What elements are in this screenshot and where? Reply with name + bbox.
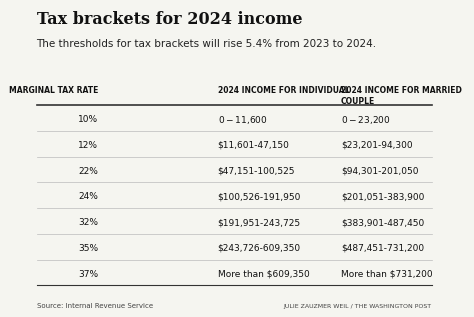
Text: $487,451-731,200: $487,451-731,200	[341, 244, 424, 253]
Text: 2024 INCOME FOR MARRIED
COUPLE: 2024 INCOME FOR MARRIED COUPLE	[341, 86, 462, 106]
Text: $0-$23,200: $0-$23,200	[341, 113, 391, 126]
Text: $201,051-383,900: $201,051-383,900	[341, 192, 425, 201]
Text: $11,601-47,150: $11,601-47,150	[218, 141, 290, 150]
Text: $47,151-100,525: $47,151-100,525	[218, 166, 295, 176]
Text: $0-$11,600: $0-$11,600	[218, 113, 267, 126]
Text: More than $609,350: More than $609,350	[218, 270, 310, 279]
Text: 22%: 22%	[78, 166, 98, 176]
Text: More than $731,200: More than $731,200	[341, 270, 433, 279]
Text: JULIE ZAUZMER WEIL / THE WASHINGTON POST: JULIE ZAUZMER WEIL / THE WASHINGTON POST	[283, 304, 432, 309]
Text: 35%: 35%	[78, 244, 98, 253]
Text: $243,726-609,350: $243,726-609,350	[218, 244, 301, 253]
Text: The thresholds for tax brackets will rise 5.4% from 2023 to 2024.: The thresholds for tax brackets will ris…	[36, 39, 377, 49]
Text: 12%: 12%	[78, 141, 98, 150]
Text: Tax brackets for 2024 income: Tax brackets for 2024 income	[36, 11, 302, 28]
Text: $191,951-243,725: $191,951-243,725	[218, 218, 301, 227]
Text: 32%: 32%	[78, 218, 98, 227]
Text: 2024 INCOME FOR INDIVIDUAL: 2024 INCOME FOR INDIVIDUAL	[218, 86, 349, 95]
Text: $23,201-94,300: $23,201-94,300	[341, 141, 413, 150]
Text: 37%: 37%	[78, 270, 98, 279]
Text: $383,901-487,450: $383,901-487,450	[341, 218, 424, 227]
Text: MARGINAL TAX RATE: MARGINAL TAX RATE	[9, 86, 98, 95]
Text: $94,301-201,050: $94,301-201,050	[341, 166, 419, 176]
Text: 24%: 24%	[78, 192, 98, 201]
Text: $100,526-191,950: $100,526-191,950	[218, 192, 301, 201]
Text: Source: Internal Revenue Service: Source: Internal Revenue Service	[36, 303, 153, 309]
Text: 10%: 10%	[78, 115, 98, 124]
